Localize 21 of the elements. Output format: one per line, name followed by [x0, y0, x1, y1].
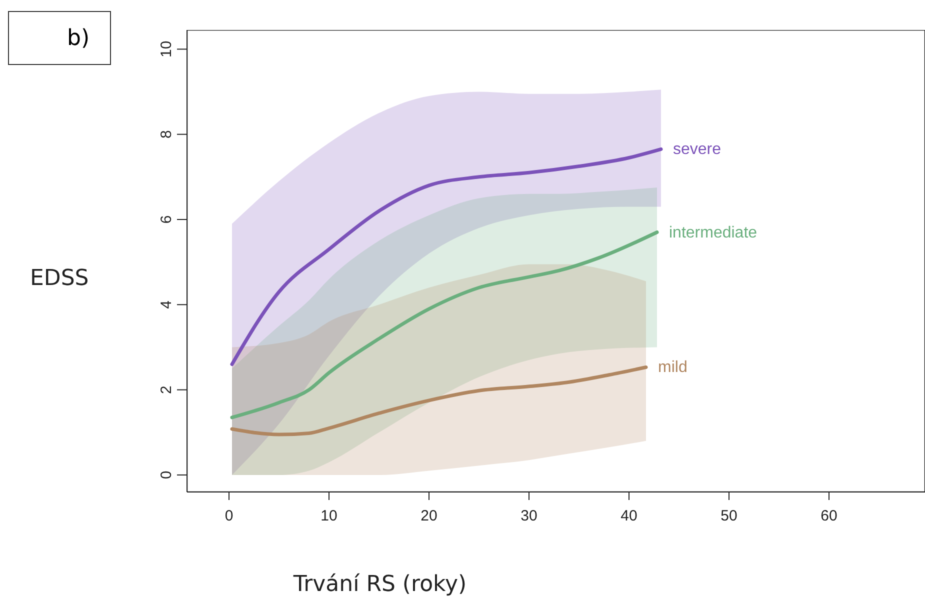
x-tick-label: 0	[224, 508, 234, 525]
y-tick-label: 6	[158, 215, 175, 224]
x-tick-label: 60	[820, 508, 838, 525]
line-series	[230, 230, 659, 420]
line-series	[230, 365, 648, 436]
x-tick-label: 20	[420, 508, 438, 525]
y-tick-label: 10	[158, 40, 175, 58]
y-axis-title: EDSS	[30, 266, 89, 291]
y-tick-label: 4	[158, 300, 175, 309]
x-tick-label: 40	[620, 508, 638, 525]
y-tick-label: 8	[158, 130, 175, 138]
y-tick-label: 0	[158, 470, 175, 480]
x-tick-label: 10	[320, 508, 338, 525]
y-tick-label: 2	[158, 386, 175, 394]
x-tick-label: 30	[520, 508, 538, 525]
label-box: b)	[8, 11, 111, 65]
series-label: intermediate	[669, 224, 758, 242]
x-tick-label: 50	[720, 508, 738, 525]
x-axis-title: Trvání RS (roky)	[292, 572, 468, 597]
series-label: mild	[658, 359, 688, 376]
series-label: severe	[673, 141, 722, 158]
